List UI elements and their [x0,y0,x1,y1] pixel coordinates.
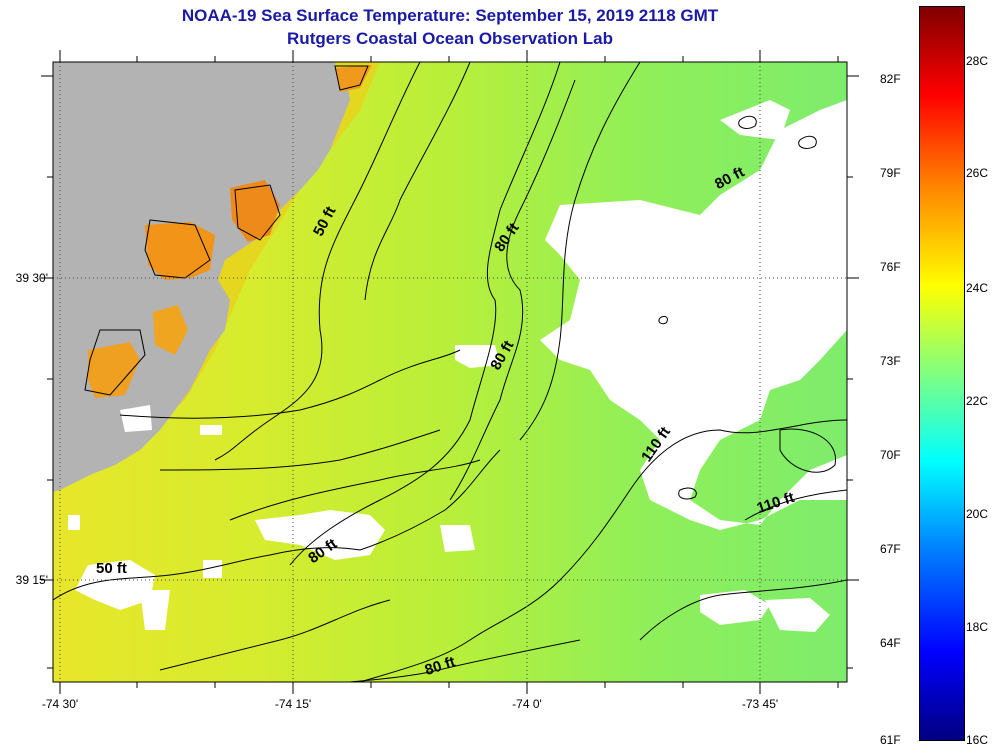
lon-label: -74 15' [274,697,312,711]
bathymetry-contours [53,62,847,682]
contour-label: 50 ft [96,560,127,577]
colorbar-c-label: 28C [966,54,989,68]
map-subtitle: Rutgers Coastal Ocean Observation Lab [287,29,613,48]
cloud-area [75,560,155,610]
cloud-area [68,515,80,530]
lon-label: -73 45' [741,697,779,711]
colorbar-f-label: 70F [880,448,901,462]
cloud-area [540,100,847,530]
warm-patch [335,65,372,92]
colorbar-f-label: 64F [880,636,901,650]
colorbar-c-label: 24C [966,281,989,295]
axis-ticks [41,50,859,694]
cloud-area [720,100,790,140]
cloud-area [455,345,500,368]
colorbar-c-label: 20C [966,507,989,521]
cloud-area [440,525,475,552]
cloud-area [120,405,152,432]
graticule [53,62,847,682]
colorbar-f-label: 61F [880,733,901,747]
warm-patch [88,342,140,398]
colorbar-f-label: 67F [880,542,901,556]
map-frame [52,61,848,683]
cloud-area [700,590,770,625]
warm-patch [230,180,280,242]
lon-label: -74 0' [512,697,542,711]
cloud-area [140,590,170,630]
lat-label: 39 15' [15,573,48,587]
colorbar-f-label: 73F [880,354,901,368]
colorbar-f-label: 76F [880,260,901,274]
map-title: NOAA-19 Sea Surface Temperature: Septemb… [181,6,719,25]
lat-label: 39 30' [15,271,48,285]
colorbar-f-label: 79F [880,166,901,180]
colorbar-c-label: 26C [966,166,989,180]
cloud-area [255,510,385,560]
cloud-area [200,425,222,435]
temperature-colorbar [919,6,965,741]
lon-label: -74 30' [41,697,79,711]
colorbar-c-label: 18C [966,620,989,634]
cloud-area [765,598,830,632]
warm-patch [145,222,215,280]
colorbar-f-label: 82F [880,72,901,86]
warm-patch [153,305,188,355]
cloud-area [203,560,222,578]
colorbar-c-label: 16C [966,733,989,747]
colorbar-c-label: 22C [966,394,989,408]
